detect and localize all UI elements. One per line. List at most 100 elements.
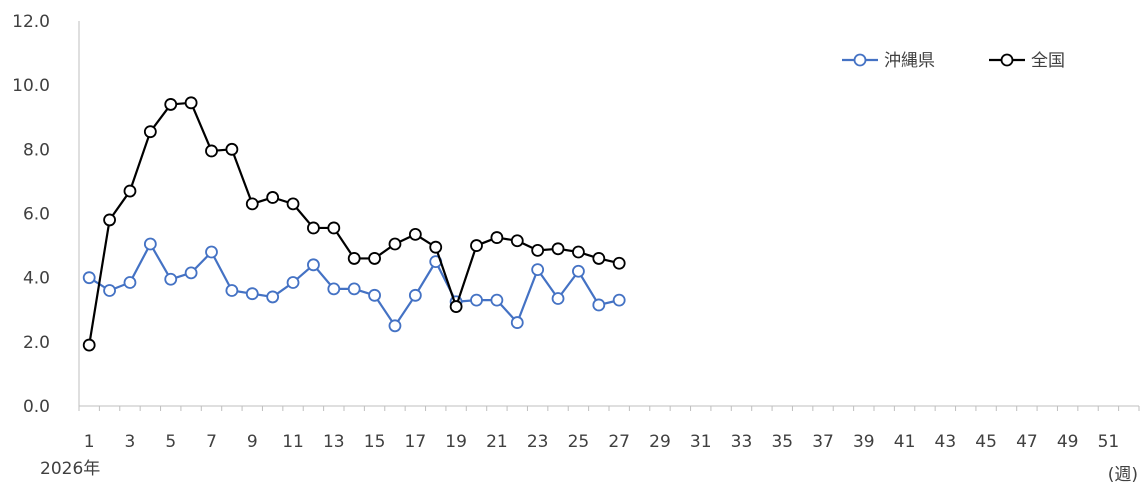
series-line xyxy=(88,101,620,346)
data-point xyxy=(408,288,422,302)
data-point xyxy=(490,231,504,244)
x-axis: 1 3 5 7 9 11 13 15 17 19 21 23 25 27 29 31 33 35 37 39 41 43 4… xyxy=(78,405,1140,452)
y-tick-label: 0.0 xyxy=(23,397,50,417)
y-tick-label: 10.0 xyxy=(12,76,50,96)
data-point xyxy=(164,98,178,111)
data-point xyxy=(510,316,524,329)
y-tick-label: 12.0 xyxy=(12,12,50,32)
data-point xyxy=(164,272,178,286)
data-point xyxy=(307,221,320,235)
series-okinawa xyxy=(82,237,626,333)
legend-marker xyxy=(1000,53,1014,67)
data-point xyxy=(510,234,524,248)
x-tick-label: 31 xyxy=(690,432,712,452)
data-point xyxy=(245,287,259,301)
y-tick-label: 8.0 xyxy=(23,140,50,160)
x-tick-label: 15 xyxy=(364,432,386,452)
x-tick-label: 25 xyxy=(568,432,590,452)
x-tick-label: 17 xyxy=(405,432,427,452)
data-point xyxy=(184,96,198,110)
data-point xyxy=(123,276,137,289)
y-tick-label: 2.0 xyxy=(23,333,50,353)
data-point xyxy=(388,237,402,251)
series-national xyxy=(82,96,626,352)
data-point xyxy=(470,293,483,307)
data-point xyxy=(82,338,96,352)
data-point xyxy=(82,271,96,285)
data-point xyxy=(551,242,565,256)
year-label: 2026年 xyxy=(40,459,100,479)
x-tick-label: 41 xyxy=(894,432,916,452)
x-tick-label: 47 xyxy=(1016,432,1038,452)
x-tick-label: 45 xyxy=(975,432,997,452)
data-point xyxy=(612,293,626,307)
y-tick-label: 6.0 xyxy=(23,205,50,225)
data-point xyxy=(327,221,341,235)
y-axis: 0.0 2.0 4.0 6.0 8.0 10.0 12.0 xyxy=(12,12,80,417)
data-point xyxy=(266,191,280,204)
data-point xyxy=(103,284,116,297)
data-point xyxy=(347,252,361,265)
data-point xyxy=(205,245,218,259)
data-point xyxy=(429,240,443,254)
legend: 沖縄県 全国 xyxy=(842,51,1065,71)
data-point xyxy=(551,292,565,305)
data-point xyxy=(143,237,157,251)
data-point xyxy=(592,252,606,265)
data-point xyxy=(592,298,606,312)
x-tick-label: 37 xyxy=(812,432,834,452)
x-axis-unit-label: (週) xyxy=(1108,465,1138,485)
data-point xyxy=(225,284,239,297)
data-point xyxy=(408,227,422,241)
x-tick-label: 9 xyxy=(247,432,258,452)
x-tick-label: 1 xyxy=(84,432,95,452)
x-tick-label: 5 xyxy=(165,432,176,452)
data-point xyxy=(368,252,381,265)
x-tick-label: 51 xyxy=(1098,432,1120,452)
x-tick-label: 49 xyxy=(1057,432,1079,452)
data-point xyxy=(449,300,463,313)
data-point xyxy=(572,245,585,259)
data-point xyxy=(572,264,585,278)
x-tick-label: 21 xyxy=(486,432,508,452)
x-tick-label: 43 xyxy=(935,432,957,452)
data-point xyxy=(245,197,259,211)
data-point xyxy=(286,197,300,211)
x-tick-label: 27 xyxy=(608,432,630,452)
data-point xyxy=(531,263,545,277)
legend-marker xyxy=(853,53,867,67)
x-tick-label: 11 xyxy=(282,432,304,452)
legend-label: 全国 xyxy=(1031,51,1065,71)
data-point xyxy=(388,319,402,333)
series-area xyxy=(82,96,626,352)
x-tick-label: 35 xyxy=(771,432,793,452)
legend-item: 沖縄県 xyxy=(842,51,935,71)
data-point xyxy=(368,288,381,302)
data-point xyxy=(347,282,361,296)
y-tick-label: 4.0 xyxy=(23,269,50,289)
data-point xyxy=(612,256,626,270)
data-point xyxy=(490,293,504,307)
data-point xyxy=(266,290,280,304)
data-point xyxy=(205,144,218,158)
data-point xyxy=(123,184,137,198)
data-point xyxy=(286,276,300,289)
legend-item: 全国 xyxy=(989,51,1065,71)
data-point xyxy=(225,142,239,156)
x-tick-label: 19 xyxy=(445,432,467,452)
x-tick-label: 13 xyxy=(323,432,345,452)
data-point xyxy=(531,243,545,257)
data-point xyxy=(103,213,116,227)
x-tick-label: 33 xyxy=(731,432,753,452)
data-point xyxy=(327,282,341,296)
x-tick-label: 7 xyxy=(206,432,217,452)
data-point xyxy=(143,125,157,139)
data-point xyxy=(184,266,198,280)
x-tick-label: 3 xyxy=(125,432,136,452)
x-tick-label: 23 xyxy=(527,432,549,452)
x-tick-label: 29 xyxy=(649,432,671,452)
data-point xyxy=(307,258,320,272)
legend-label: 沖縄県 xyxy=(884,51,935,71)
x-tick-label: 39 xyxy=(853,432,875,452)
